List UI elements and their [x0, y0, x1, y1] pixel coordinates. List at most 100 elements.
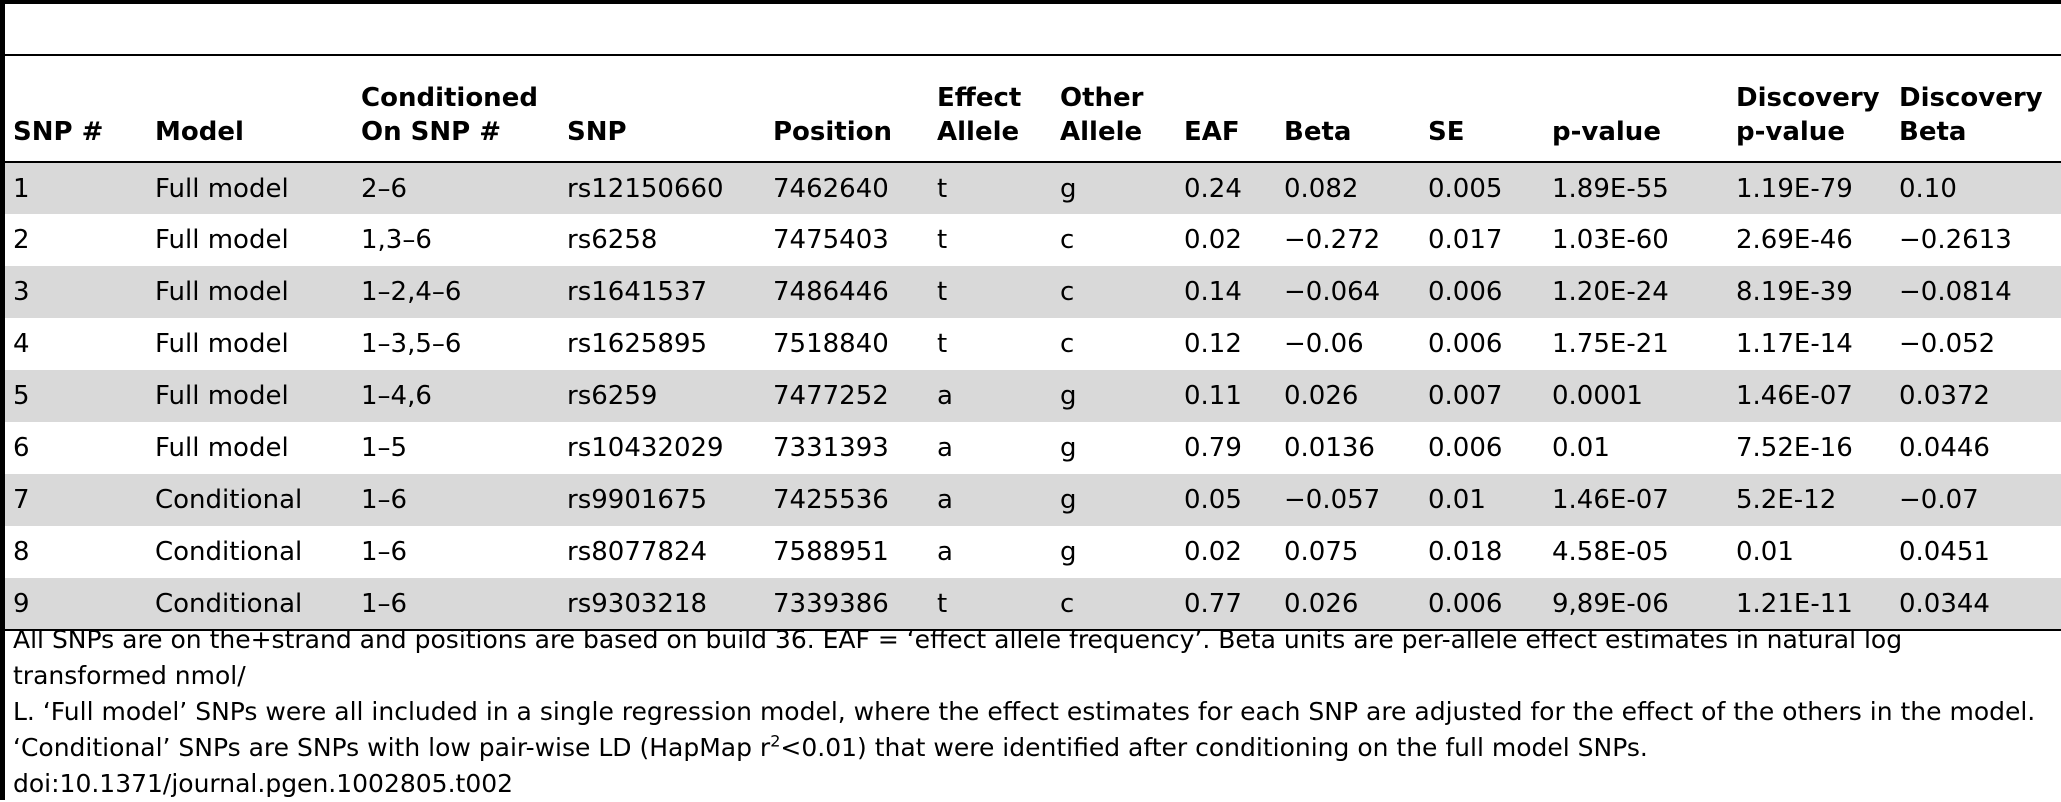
table-footnote: All SNPs are on the+strand and positions… — [13, 622, 2053, 802]
cell-discovery-p-value: 7.52E-16 — [1736, 433, 1853, 463]
cell-other-allele: c — [1060, 225, 1075, 255]
footnote-line-3-text: ‘Conditional’ SNPs are SNPs with low pai… — [13, 733, 771, 762]
cell-snp-number: 4 — [13, 329, 30, 359]
cell-p-value: 1.20E-24 — [1544, 266, 1728, 318]
cell-other-allele: c — [1052, 578, 1176, 631]
cell-position: 7518840 — [773, 329, 889, 359]
cell-snp-number: 5 — [5, 370, 147, 422]
table-row: 6 Full model 1–5 rs10432029 7331393 a g 0.79 0.0… — [5, 422, 2061, 474]
cell-effect-allele: a — [937, 433, 953, 463]
cell-effect-allele: t — [937, 225, 948, 255]
cell-effect-allele: a — [929, 474, 1052, 526]
cell-other-allele: c — [1052, 266, 1176, 318]
left-border-rule — [0, 0, 5, 800]
cell-position: 7475403 — [773, 225, 889, 255]
cell-beta: −0.272 — [1284, 225, 1381, 255]
col-header-position: Position — [765, 56, 929, 163]
table-row: 7 Conditional 1–6 rs9901675 7425536 a g 0.05 −0.… — [5, 474, 2061, 526]
cell-model: Full model — [155, 329, 289, 359]
cell-effect-allele: t — [929, 578, 1052, 631]
snp-results-table: SNP # Model Conditioned On SNP # SNP Pos… — [5, 56, 2061, 631]
cell-discovery-p-value: 1.17E-14 — [1736, 329, 1853, 359]
col-header-effect-allele: Effect Allele — [929, 56, 1052, 163]
cell-effect-allele: a — [937, 537, 953, 567]
cell-model: Conditional — [147, 474, 353, 526]
cell-se: 0.006 — [1420, 578, 1544, 631]
cell-other-allele: c — [1060, 329, 1075, 359]
col-header-discovery-p-value: Discovery p-value — [1728, 56, 1891, 163]
cell-model: Full model — [147, 370, 353, 422]
cell-conditioned-on: 1–6 — [361, 537, 408, 567]
cell-se: 0.007 — [1420, 370, 1544, 422]
cell-se: 0.01 — [1420, 474, 1544, 526]
cell-discovery-beta: 0.0451 — [1899, 537, 1990, 567]
cell-model: Conditional — [155, 537, 303, 567]
cell-conditioned-on: 1–6 — [353, 578, 559, 631]
cell-p-value: 0.0001 — [1544, 370, 1728, 422]
cell-other-allele: g — [1052, 162, 1176, 214]
cell-snp: rs1625895 — [567, 329, 708, 359]
cell-eaf: 0.14 — [1176, 266, 1276, 318]
cell-discovery-p-value: 1.21E-11 — [1728, 578, 1891, 631]
footnote-line-1: All SNPs are on the+strand and positions… — [13, 625, 1903, 690]
cell-discovery-beta: −0.052 — [1899, 329, 1996, 359]
cell-model: Full model — [147, 162, 353, 214]
cell-snp: rs10432029 — [567, 433, 724, 463]
cell-beta: −0.06 — [1284, 329, 1364, 359]
cell-other-allele: g — [1060, 537, 1077, 567]
cell-snp: rs12150660 — [559, 162, 765, 214]
cell-model: Full model — [147, 266, 353, 318]
cell-discovery-p-value: 0.01 — [1736, 537, 1794, 567]
cell-eaf: 0.05 — [1176, 474, 1276, 526]
cell-effect-allele: t — [929, 266, 1052, 318]
cell-conditioned-on: 1–5 — [361, 433, 408, 463]
col-header-beta: Beta — [1276, 56, 1420, 163]
cell-se: 0.017 — [1428, 225, 1503, 255]
cell-other-allele: g — [1052, 370, 1176, 422]
cell-snp-number: 2 — [13, 225, 30, 255]
cell-snp-number: 3 — [5, 266, 147, 318]
cell-conditioned-on: 1–3,5–6 — [361, 329, 462, 359]
col-header-snp: SNP — [559, 56, 765, 163]
cell-position: 7588951 — [773, 537, 889, 567]
cell-position: 7486446 — [765, 266, 929, 318]
cell-p-value: 1.89E-55 — [1544, 162, 1728, 214]
col-header-discovery-beta: Discovery Beta — [1891, 56, 2061, 163]
table-row: 4 Full model 1–3,5–6 rs1625895 7518840 t c 0.12… — [5, 318, 2061, 370]
cell-se: 0.006 — [1420, 266, 1544, 318]
cell-beta: 0.0136 — [1284, 433, 1375, 463]
cell-discovery-p-value: 2.69E-46 — [1736, 225, 1853, 255]
cell-se: 0.006 — [1428, 433, 1503, 463]
cell-discovery-p-value: 5.2E-12 — [1728, 474, 1891, 526]
cell-eaf: 0.24 — [1176, 162, 1276, 214]
cell-p-value: 1.46E-07 — [1544, 474, 1728, 526]
cell-beta: 0.082 — [1276, 162, 1420, 214]
cell-snp: rs9303218 — [559, 578, 765, 631]
col-header-conditioned-on: Conditioned On SNP # — [353, 56, 559, 163]
cell-snp: rs6258 — [567, 225, 658, 255]
cell-model: Conditional — [147, 578, 353, 631]
cell-effect-allele: a — [929, 370, 1052, 422]
col-header-p-value: p-value — [1544, 56, 1728, 163]
cell-beta: 0.026 — [1276, 578, 1420, 631]
table-body: 1 Full model 2–6 rs12150660 7462640 t g 0.24 0.0… — [5, 162, 2061, 631]
footnote-line-3-text-end: <0.01) that were identified after condit… — [780, 733, 1648, 762]
cell-other-allele: g — [1060, 433, 1077, 463]
table-row: 5 Full model 1–4,6 rs6259 7477252 a g 0.11 0.026… — [5, 370, 2061, 422]
cell-discovery-p-value: 1.46E-07 — [1728, 370, 1891, 422]
doi-text: doi:10.1371/journal.pgen.1002805.t002 — [13, 769, 514, 798]
table-header-row: SNP # Model Conditioned On SNP # SNP Pos… — [5, 56, 2061, 163]
cell-conditioned-on: 1,3–6 — [361, 225, 432, 255]
footnote-line-2: L. ‘Full model’ SNPs were all included i… — [13, 697, 2036, 726]
col-header-model: Model — [147, 56, 353, 163]
cell-se: 0.005 — [1420, 162, 1544, 214]
cell-discovery-beta: 0.0344 — [1891, 578, 2061, 631]
header-top-rule — [5, 54, 2061, 56]
table-row: 2 Full model 1,3–6 rs6258 7475403 t c 0.02 −0.27… — [5, 214, 2061, 266]
footnote-line-3: ‘Conditional’ SNPs are SNPs with low pai… — [13, 730, 2053, 766]
cell-eaf: 0.02 — [1184, 225, 1242, 255]
table-row: 9 Conditional 1–6 rs9303218 7339386 t c 0.77 0.0… — [5, 578, 2061, 631]
cell-snp: rs6259 — [559, 370, 765, 422]
table-row: 3 Full model 1–2,4–6 rs1641537 7486446 t c 0.14… — [5, 266, 2061, 318]
